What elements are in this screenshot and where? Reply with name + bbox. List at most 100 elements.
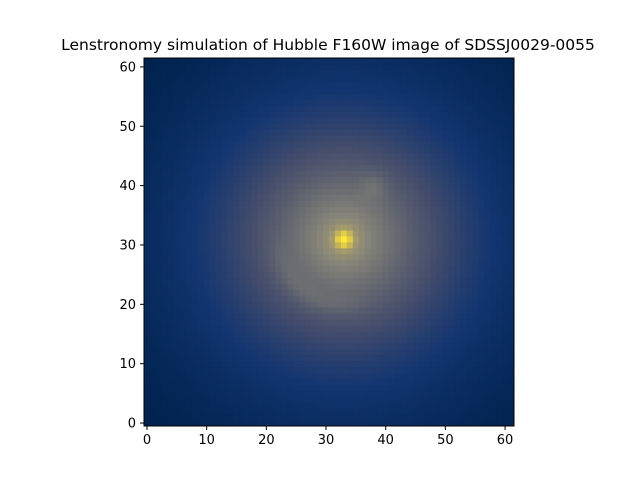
image-pixel — [227, 307, 234, 314]
image-pixel — [239, 396, 246, 403]
image-pixel — [173, 313, 181, 320]
image-pixel — [317, 117, 324, 124]
image-pixel — [191, 331, 199, 338]
image-pixel — [287, 99, 294, 106]
image-pixel — [478, 170, 485, 178]
image-pixel — [496, 117, 503, 124]
image-pixel — [209, 271, 217, 279]
image-pixel — [496, 325, 503, 332]
image-pixel — [329, 224, 336, 231]
image-pixel — [305, 342, 312, 350]
image-pixel — [197, 170, 205, 178]
image-pixel — [454, 319, 461, 326]
image-pixel — [269, 87, 276, 95]
image-pixel — [161, 147, 169, 154]
image-pixel — [436, 206, 443, 213]
image-pixel — [394, 212, 402, 219]
image-pixel — [466, 129, 473, 136]
image-pixel — [472, 158, 479, 166]
image-pixel — [430, 354, 437, 362]
image-pixel — [221, 319, 228, 326]
image-pixel — [460, 378, 467, 385]
image-pixel — [448, 301, 455, 308]
image-pixel — [436, 194, 443, 201]
image-pixel — [281, 58, 288, 65]
image-pixel — [185, 69, 193, 77]
image-pixel — [442, 319, 449, 326]
image-pixel — [364, 123, 372, 130]
image-pixel — [346, 354, 354, 362]
image-pixel — [167, 295, 175, 302]
image-pixel — [490, 271, 497, 279]
image-pixel — [436, 58, 443, 65]
image-pixel — [376, 265, 384, 273]
image-pixel — [376, 420, 384, 427]
image-pixel — [191, 194, 199, 201]
image-pixel — [352, 212, 360, 219]
image-pixel — [197, 129, 205, 136]
image-pixel — [394, 58, 402, 65]
image-pixel — [239, 111, 246, 118]
image-pixel — [358, 372, 366, 379]
image-pixel — [436, 420, 443, 427]
image-pixel — [460, 414, 467, 421]
image-pixel — [293, 81, 300, 89]
image-pixel — [346, 396, 354, 403]
image-pixel — [167, 354, 175, 362]
image-pixel — [173, 289, 181, 296]
image-pixel — [412, 158, 419, 166]
image-pixel — [287, 164, 294, 172]
image-pixel — [460, 111, 467, 118]
image-pixel — [215, 366, 222, 373]
image-pixel — [305, 372, 312, 379]
image-pixel — [484, 99, 491, 106]
image-pixel — [245, 117, 252, 124]
image-pixel — [406, 283, 413, 290]
image-pixel — [281, 348, 288, 356]
image-pixel — [484, 325, 491, 332]
image-pixel — [167, 218, 175, 225]
image-pixel — [502, 378, 509, 385]
image-pixel — [412, 218, 419, 225]
image-pixel — [358, 384, 366, 391]
image-pixel — [346, 336, 354, 344]
image-pixel — [424, 188, 431, 195]
image-pixel — [203, 218, 211, 225]
image-pixel — [388, 289, 396, 296]
image-pixel — [484, 63, 491, 71]
image-pixel — [185, 188, 193, 195]
image-pixel — [269, 129, 276, 136]
image-pixel — [233, 63, 240, 71]
image-pixel — [442, 58, 449, 65]
image-pixel — [406, 331, 413, 338]
image-pixel — [334, 105, 342, 112]
image-pixel — [460, 289, 467, 296]
image-pixel — [382, 265, 390, 273]
image-pixel — [275, 123, 282, 130]
image-pixel — [352, 69, 360, 77]
image-pixel — [167, 93, 175, 100]
image-pixel — [430, 265, 437, 273]
image-pixel — [508, 164, 515, 172]
image-pixel — [496, 58, 503, 65]
image-pixel — [334, 63, 342, 71]
image-pixel — [352, 331, 360, 338]
image-pixel — [197, 194, 205, 201]
image-pixel — [448, 325, 455, 332]
image-pixel — [149, 176, 157, 184]
image-pixel — [346, 247, 354, 255]
image-pixel — [490, 348, 497, 356]
image-pixel — [478, 135, 485, 142]
image-pixel — [323, 271, 330, 279]
image-pixel — [436, 93, 443, 100]
image-pixel — [299, 396, 306, 403]
image-pixel — [352, 188, 360, 195]
image-pixel — [257, 164, 264, 172]
image-pixel — [144, 336, 151, 344]
image-pixel — [394, 176, 402, 184]
image-pixel — [311, 152, 318, 160]
image-pixel — [400, 164, 407, 172]
image-pixel — [191, 325, 199, 332]
image-pixel — [364, 295, 372, 302]
image-pixel — [436, 129, 443, 136]
